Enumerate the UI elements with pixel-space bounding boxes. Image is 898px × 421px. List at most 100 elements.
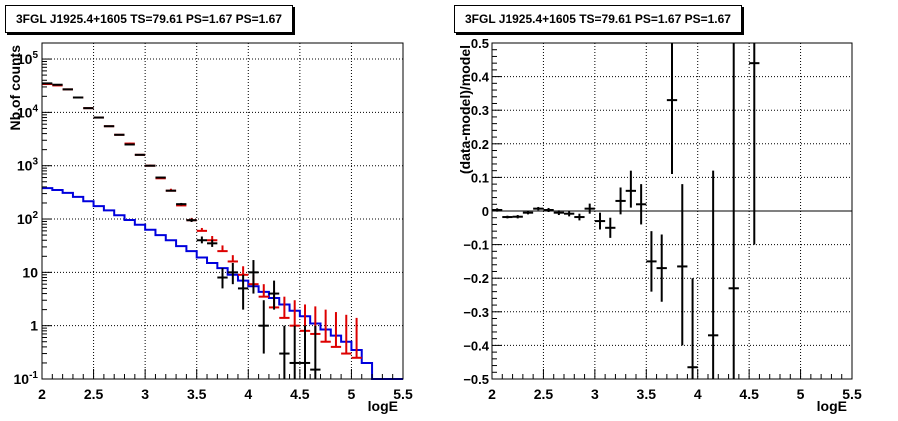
data-point <box>310 325 321 379</box>
model-point <box>196 227 208 232</box>
right-x-axis-label: logE <box>817 398 847 414</box>
data-point <box>207 239 218 247</box>
x-tick-label: 4 <box>694 386 702 402</box>
source-model-histogram <box>42 187 403 380</box>
y-tick-label: 0.4 <box>471 70 490 85</box>
y-tick-label: 1 <box>30 318 38 334</box>
y-tick-label: −0.4 <box>463 338 489 353</box>
x-tick-label: 2.5 <box>84 386 104 402</box>
left-x-axis-label: logE <box>368 398 398 414</box>
y-tick-label: −0.3 <box>463 305 489 320</box>
data-point <box>134 153 146 156</box>
data-point <box>62 88 73 91</box>
model-point <box>320 309 331 343</box>
model-point <box>351 317 362 359</box>
data-point <box>268 280 280 310</box>
data-point <box>114 133 125 136</box>
y-tick-label: 104 <box>17 103 39 120</box>
residual-point <box>564 211 575 217</box>
data-point <box>83 107 94 110</box>
x-tick-label: 3 <box>141 386 149 402</box>
residual-series <box>492 43 760 379</box>
residual-point <box>625 170 636 208</box>
residual-point <box>708 170 719 379</box>
left-axes: 2 2.5 3 3.5 4 4.5 5 5.5 10-1 1 10 102 103 104 105 <box>14 42 413 402</box>
residual-point <box>749 43 760 245</box>
data-point <box>299 325 311 379</box>
x-tick-label: 3 <box>591 386 599 402</box>
residual-point <box>522 211 534 215</box>
left-chart-title: 3FGL J1925.4+1605 TS=79.61 PS=1.67 PS=1.… <box>5 5 293 33</box>
residual-point <box>687 278 698 379</box>
x-tick-label: 2.5 <box>534 386 554 402</box>
residual-point <box>615 187 626 215</box>
right-axes: 2 2.5 3 3.5 4 4.5 5 5.5 −0.5 −0.4 −0.3 −0.2 −0.1 0 0.1… <box>463 36 862 402</box>
data-point <box>93 116 104 119</box>
y-tick-label: 102 <box>17 210 39 227</box>
data-point <box>124 143 135 146</box>
residual-point <box>728 43 739 379</box>
x-tick-label: 2 <box>488 386 496 402</box>
y-tick-label: 0 <box>482 204 489 219</box>
residual-point <box>594 212 606 230</box>
residual-point <box>512 215 523 219</box>
x-tick-label: 4 <box>244 386 252 402</box>
y-tick-label: 10 <box>22 264 38 280</box>
model-point <box>341 314 352 355</box>
data-point <box>217 268 228 289</box>
model-point <box>279 296 290 319</box>
residual-point <box>584 203 595 214</box>
data-point <box>237 274 249 310</box>
data-point <box>279 325 290 379</box>
x-tick-label: 5 <box>797 386 805 402</box>
residual-point <box>636 184 647 225</box>
x-tick-label: 3.5 <box>637 386 657 402</box>
x-tick-label: 4.5 <box>739 386 759 402</box>
model-point <box>258 284 269 298</box>
data-point <box>289 325 300 379</box>
residual-point <box>553 210 564 216</box>
residual-point <box>574 213 585 221</box>
data-counts-series <box>42 82 321 379</box>
model-point <box>330 312 342 348</box>
data-point <box>186 218 197 222</box>
y-tick-label: 0.2 <box>471 137 489 152</box>
residual-point <box>666 43 678 175</box>
y-tick-label: 0.5 <box>471 36 489 51</box>
data-point <box>248 260 259 294</box>
x-tick-label: 5 <box>348 386 356 402</box>
x-tick-label: 3.5 <box>187 386 207 402</box>
residual-point <box>533 206 544 211</box>
residual-point <box>646 231 657 292</box>
residual-point <box>502 215 513 219</box>
right-chart-title: 3FGL J1925.4+1605 TS=79.61 PS=1.67 PS=1.… <box>454 5 742 33</box>
residual-point <box>656 234 667 302</box>
data-point <box>176 202 187 206</box>
left-y-axis-label: Nb of counts <box>7 45 23 131</box>
y-tick-label: −0.2 <box>463 271 489 286</box>
x-tick-label: 2 <box>38 386 46 402</box>
data-point <box>42 82 53 85</box>
data-point <box>227 262 238 285</box>
data-point <box>258 300 269 354</box>
y-tick-label: 0.1 <box>471 170 489 185</box>
right-y-axis-label: (data-model)/model <box>457 45 473 174</box>
residual-point <box>605 217 616 238</box>
data-point <box>145 164 156 167</box>
data-point <box>103 125 115 128</box>
y-tick-label: 103 <box>17 157 39 174</box>
data-point <box>155 176 166 179</box>
source-model-line <box>42 187 403 380</box>
y-tick-label: −0.5 <box>463 372 489 387</box>
x-tick-label: 5.5 <box>393 386 413 402</box>
data-point <box>196 236 208 244</box>
y-tick-label: 0.3 <box>471 103 489 118</box>
residual-point <box>543 207 554 213</box>
data-point <box>72 96 84 99</box>
model-point <box>217 245 228 253</box>
y-tick-label: 105 <box>17 50 39 67</box>
y-tick-label: −0.1 <box>463 238 489 253</box>
left-plot-frame <box>41 42 404 380</box>
y-tick-label: 10-1 <box>14 370 39 387</box>
